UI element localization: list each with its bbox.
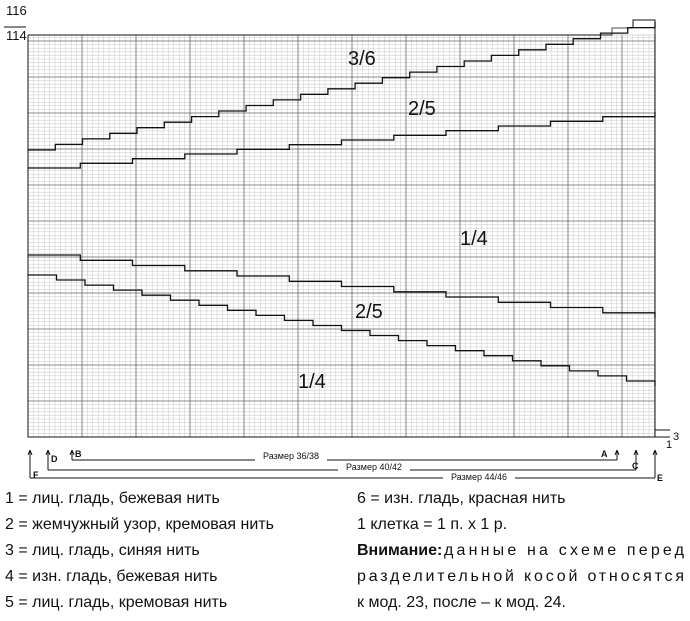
pattern-line bbox=[28, 254, 656, 318]
size-label: Размер 40/42 bbox=[346, 462, 402, 472]
pattern-line bbox=[28, 274, 656, 386]
label-bg bbox=[255, 450, 327, 461]
top-edge bbox=[28, 19, 656, 36]
zone-label: 3/6 bbox=[348, 48, 376, 70]
label-bg bbox=[443, 471, 515, 482]
row-label: 116 bbox=[6, 3, 27, 18]
marker-label: C bbox=[632, 461, 639, 471]
legend-item: 1 = лиц. гладь, бежевая нить bbox=[5, 490, 220, 507]
pattern-lines bbox=[28, 22, 656, 386]
arrow bbox=[652, 449, 658, 478]
note-text: разделительной косой относятся bbox=[357, 568, 684, 585]
row-label: 3 bbox=[673, 431, 679, 443]
size-label: Размер 44/46 bbox=[451, 472, 507, 482]
legend-item: 4 = изн. гладь, бежевая нить bbox=[5, 568, 217, 585]
note-text: к мод. 23, после – к мод. 24. bbox=[357, 594, 566, 611]
row-label: 1 bbox=[666, 439, 672, 451]
legend-item: 6 = изн. гладь, красная нить bbox=[357, 490, 566, 507]
marker-label: E bbox=[657, 473, 663, 483]
marker-label: A bbox=[601, 449, 608, 459]
legend-item: 2 = жемчужный узор, кремовая нить bbox=[5, 516, 274, 533]
minor-grid bbox=[28, 35, 655, 437]
size-markers bbox=[27, 449, 658, 479]
zone-label: 1/4 bbox=[460, 228, 488, 250]
major-grid bbox=[27, 35, 655, 438]
note-text: данные на схеме перед bbox=[444, 542, 685, 559]
arrow bbox=[633, 449, 639, 470]
legend-item: 1 клетка = 1 п. х 1 р. bbox=[357, 516, 507, 533]
pattern-line bbox=[28, 112, 656, 169]
size-label: Размер 36/38 bbox=[263, 451, 319, 461]
arrow bbox=[27, 449, 655, 479]
label-bg bbox=[338, 461, 410, 472]
legend-item: 3 = лиц. гладь, синяя нить bbox=[5, 542, 200, 559]
grid bbox=[27, 19, 670, 438]
arrow bbox=[614, 449, 620, 460]
zone-label: 2/5 bbox=[408, 98, 436, 120]
border bbox=[27, 20, 670, 438]
marker-label: F bbox=[33, 470, 39, 480]
zone-label: 2/5 bbox=[355, 301, 383, 323]
marker-label: D bbox=[51, 454, 58, 464]
arrow bbox=[69, 449, 617, 461]
legend-item: 5 = лиц. гладь, кремовая нить bbox=[5, 594, 227, 611]
top-cells bbox=[611, 27, 656, 36]
zone-label: 1/4 bbox=[298, 371, 326, 393]
pattern-line bbox=[28, 22, 656, 151]
marker-label: B bbox=[75, 449, 82, 459]
row-label: 114 bbox=[6, 28, 27, 43]
note-label: Внимание: bbox=[357, 542, 442, 559]
